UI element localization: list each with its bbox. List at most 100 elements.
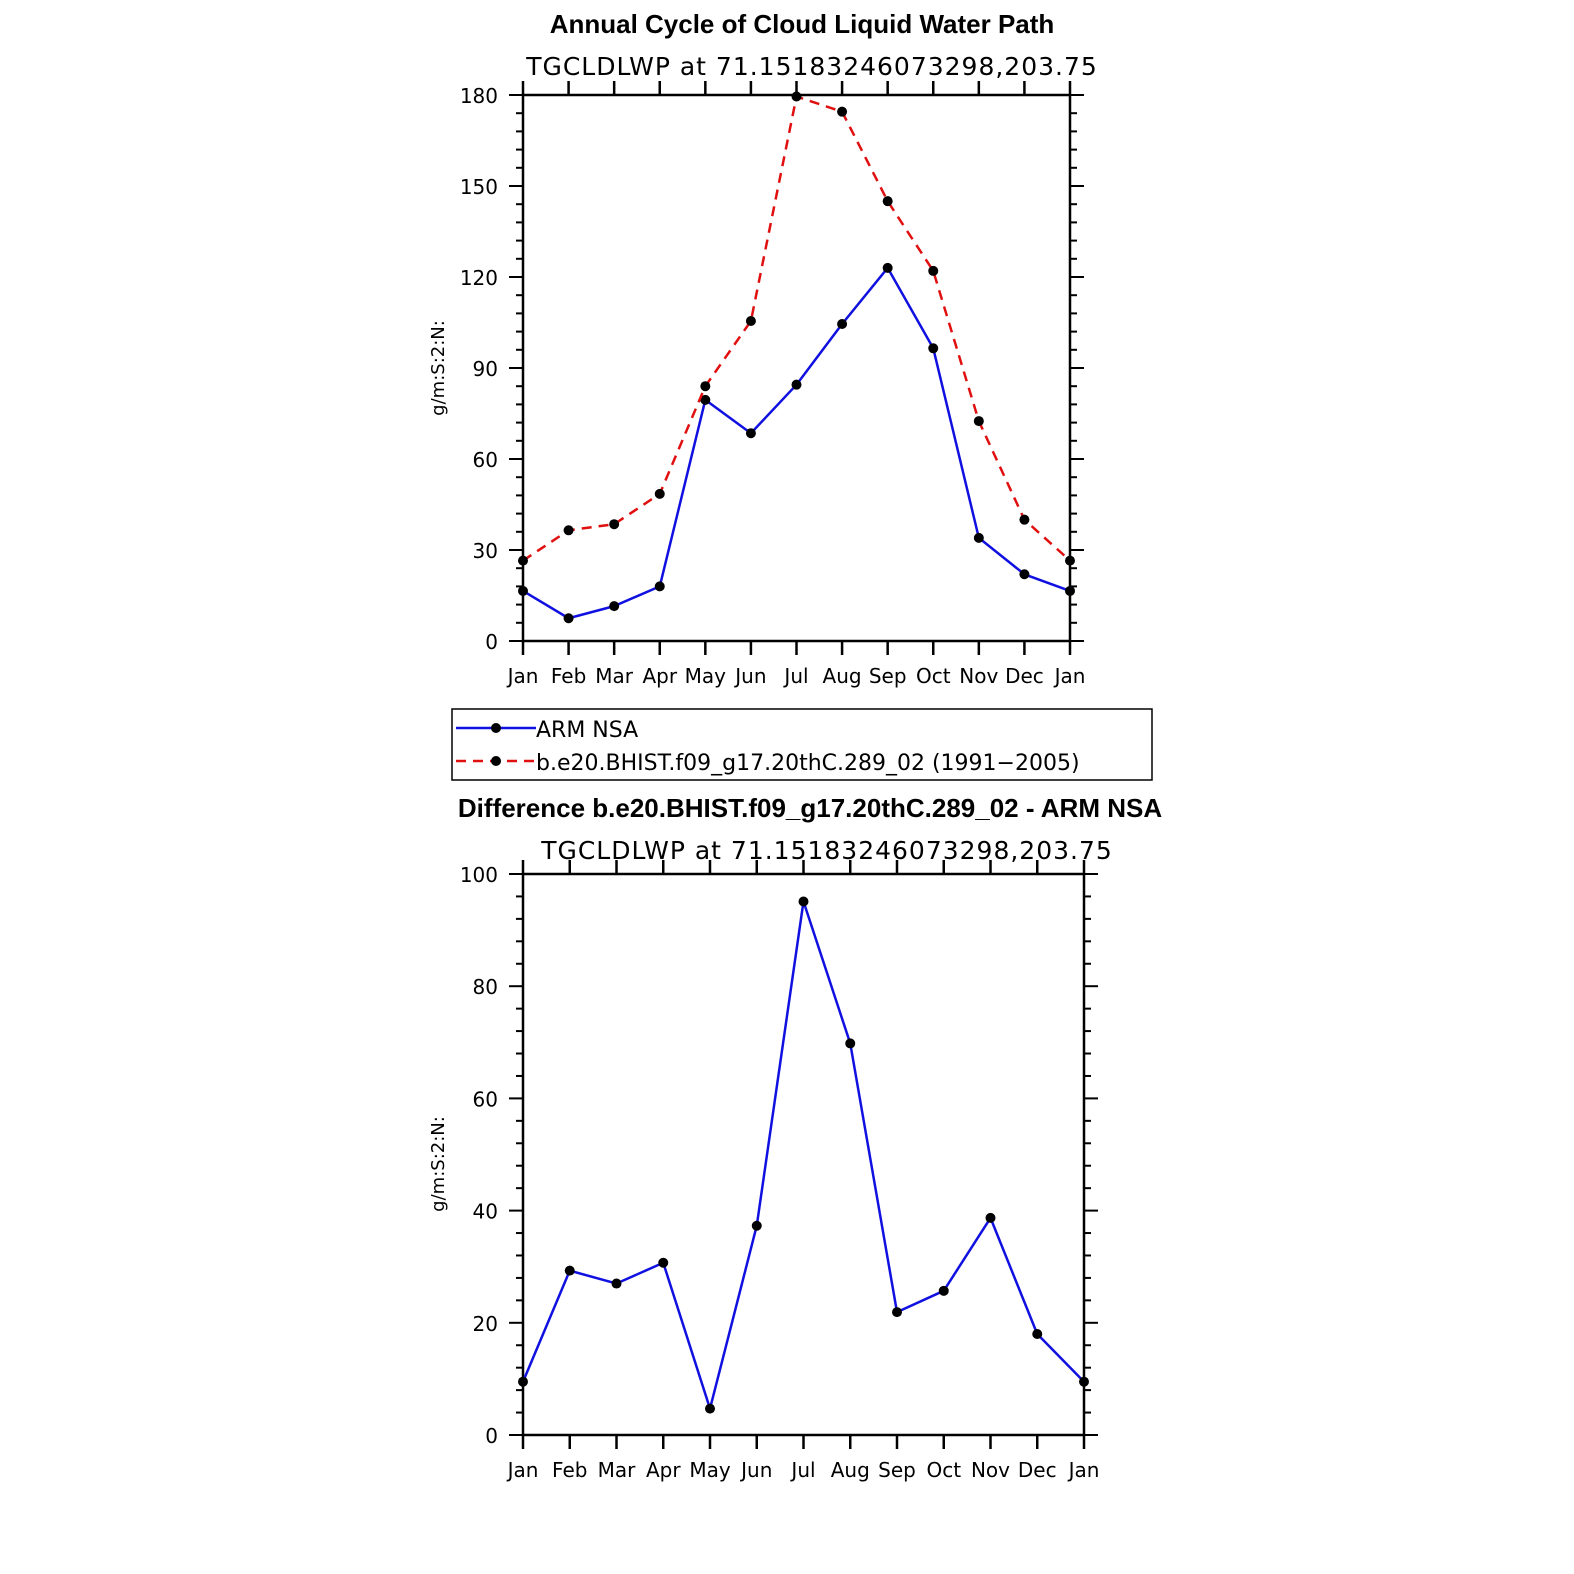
y-tick-label: 150 [460, 175, 498, 199]
data-point [700, 394, 711, 405]
y-tick-label: 80 [473, 975, 498, 999]
data-point [518, 1376, 528, 1387]
y-tick-label: 120 [460, 266, 498, 290]
data-point [882, 196, 893, 207]
x-tick-label: Jun [739, 1458, 772, 1482]
x-tick-label: Dec [1005, 664, 1044, 688]
data-point [892, 1307, 902, 1318]
plot-frame [521, 872, 1086, 1437]
x-tick-label: Sep [878, 1458, 916, 1482]
axes: Jan Feb Mar Apr May Jun Jul Aug Sep Oct Nov Dec Jan 0… [460, 860, 1100, 1482]
data-point [745, 315, 756, 326]
y-axis-label: g/m:S:2:N: [428, 1116, 449, 1212]
y-tick-label: 90 [473, 357, 498, 381]
x-tick-label: Sep [869, 664, 907, 688]
y-tick-label: 60 [473, 1087, 498, 1111]
x-tick-label: Nov [959, 664, 998, 688]
data-point [745, 428, 756, 439]
data-point [985, 1212, 996, 1223]
data-point [791, 379, 802, 390]
axes: Jan Feb Mar Apr May Jun Jul Aug Sep Oct Nov Dec Jan 0… [460, 81, 1086, 688]
x-tick-label: Dec [1018, 1458, 1057, 1482]
legend-item-arm-nsa: ARM NSA [456, 718, 638, 743]
y-axis-label: g/m:S:2:N: [428, 320, 449, 416]
data-point [837, 106, 848, 117]
y-tick-label: 20 [473, 1312, 498, 1336]
data-point [609, 601, 620, 612]
data-point [611, 1278, 622, 1289]
x-tick-label: Mar [595, 664, 634, 688]
data-point [845, 1038, 856, 1049]
difference-chart: Difference b.e20.BHIST.f09_g17.20thC.289… [428, 793, 1162, 1482]
legend-label-model: b.e20.BHIST.f09_g17.20thC.289_02 (1991−2… [536, 751, 1080, 776]
data-point [1019, 569, 1030, 580]
data-point [518, 555, 528, 566]
x-tick-label: Apr [642, 664, 677, 688]
data-point [564, 1265, 575, 1276]
y-tick-label: 100 [460, 863, 498, 887]
x-tick-label: Oct [916, 664, 951, 688]
chart-title: Difference b.e20.BHIST.f09_g17.20thC.289… [458, 793, 1162, 823]
legend: ARM NSA b.e20.BHIST.f09_g17.20thC.289_02… [451, 708, 1153, 781]
data-point [1065, 585, 1075, 596]
data-point [938, 1285, 949, 1296]
x-tick-label: Jul [782, 664, 808, 688]
y-tick-label: 0 [485, 630, 498, 654]
x-tick-label: Jun [733, 664, 766, 688]
plot-frame [521, 93, 1072, 643]
legend-item-model: b.e20.BHIST.f09_g17.20thC.289_02 (1991−2… [456, 751, 1080, 776]
y-tick-label: 180 [460, 84, 498, 108]
x-tick-label: Jul [789, 1458, 815, 1482]
x-tick-label: Aug [823, 664, 862, 688]
series-group [518, 91, 1075, 624]
data-point [791, 91, 802, 102]
data-point [563, 525, 574, 536]
data-point [609, 519, 620, 530]
data-point [658, 1257, 669, 1268]
data-point [563, 613, 574, 624]
legend-label-arm-nsa: ARM NSA [536, 718, 638, 743]
legend-box [451, 708, 1153, 781]
data-point [654, 581, 665, 592]
x-tick-label: May [685, 664, 727, 688]
x-tick-label: Jan [506, 1458, 539, 1482]
chart-subtitle: TGCLDLWP at 71.15183246073298,203.75 [540, 836, 1113, 865]
data-point [928, 343, 939, 354]
series-line [522, 95, 1071, 562]
x-tick-label: Apr [646, 1458, 681, 1482]
legend-marker-arm-nsa [491, 723, 501, 733]
data-point [882, 262, 893, 273]
data-point [1065, 555, 1075, 566]
y-tick-label: 30 [473, 539, 498, 563]
x-tick-label: Jan [1053, 664, 1086, 688]
x-tick-label: May [689, 1458, 731, 1482]
x-tick-label: Jan [506, 664, 539, 688]
x-tick-label: Aug [831, 1458, 870, 1482]
x-tick-label: Nov [971, 1458, 1010, 1482]
x-tick-label: Mar [598, 1458, 637, 1482]
data-point [1032, 1329, 1043, 1340]
data-point [700, 381, 711, 392]
data-point [518, 585, 528, 596]
data-point [705, 1403, 715, 1414]
data-point [1079, 1376, 1089, 1387]
y-tick-label: 0 [485, 1424, 498, 1448]
y-tick-label: 60 [473, 448, 498, 472]
x-tick-label: Feb [551, 664, 586, 688]
annual-cycle-chart: Annual Cycle of Cloud Liquid Water Path … [428, 9, 1098, 688]
chart-subtitle: TGCLDLWP at 71.15183246073298,203.75 [525, 52, 1098, 81]
series-group [518, 896, 1089, 1414]
data-point [654, 488, 665, 499]
x-tick-label: Oct [926, 1458, 961, 1482]
x-tick-label: Jan [1067, 1458, 1100, 1482]
chart-title: Annual Cycle of Cloud Liquid Water Path [550, 9, 1055, 39]
data-point [798, 896, 809, 907]
data-point [973, 416, 984, 427]
y-tick-label: 40 [473, 1200, 498, 1224]
data-point [1019, 514, 1030, 525]
x-tick-label: Feb [552, 1458, 587, 1482]
data-point [973, 532, 984, 543]
legend-marker-model [491, 756, 501, 766]
data-point [751, 1220, 762, 1231]
